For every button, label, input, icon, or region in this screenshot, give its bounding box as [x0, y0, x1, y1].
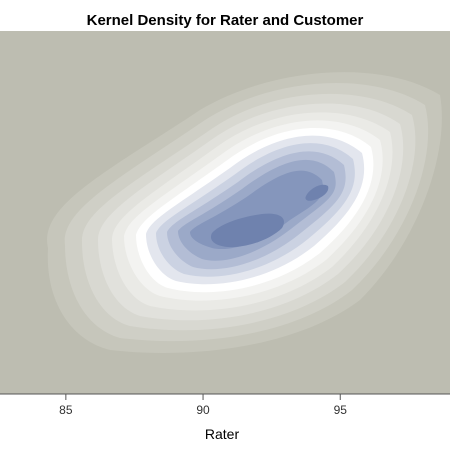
- x-axis-label: Rater: [205, 426, 240, 442]
- density-peak-2: [305, 184, 329, 201]
- plot-area: [0, 31, 450, 394]
- chart-title: Kernel Density for Rater and Customer: [87, 12, 364, 29]
- density-peak-1: [210, 213, 284, 248]
- x-tick-label-85: 85: [59, 403, 73, 417]
- x-axis-ticks: 85 90 95: [59, 394, 347, 417]
- density-contours: [47, 72, 442, 353]
- x-tick-label-95: 95: [334, 403, 348, 417]
- x-tick-label-90: 90: [196, 403, 210, 417]
